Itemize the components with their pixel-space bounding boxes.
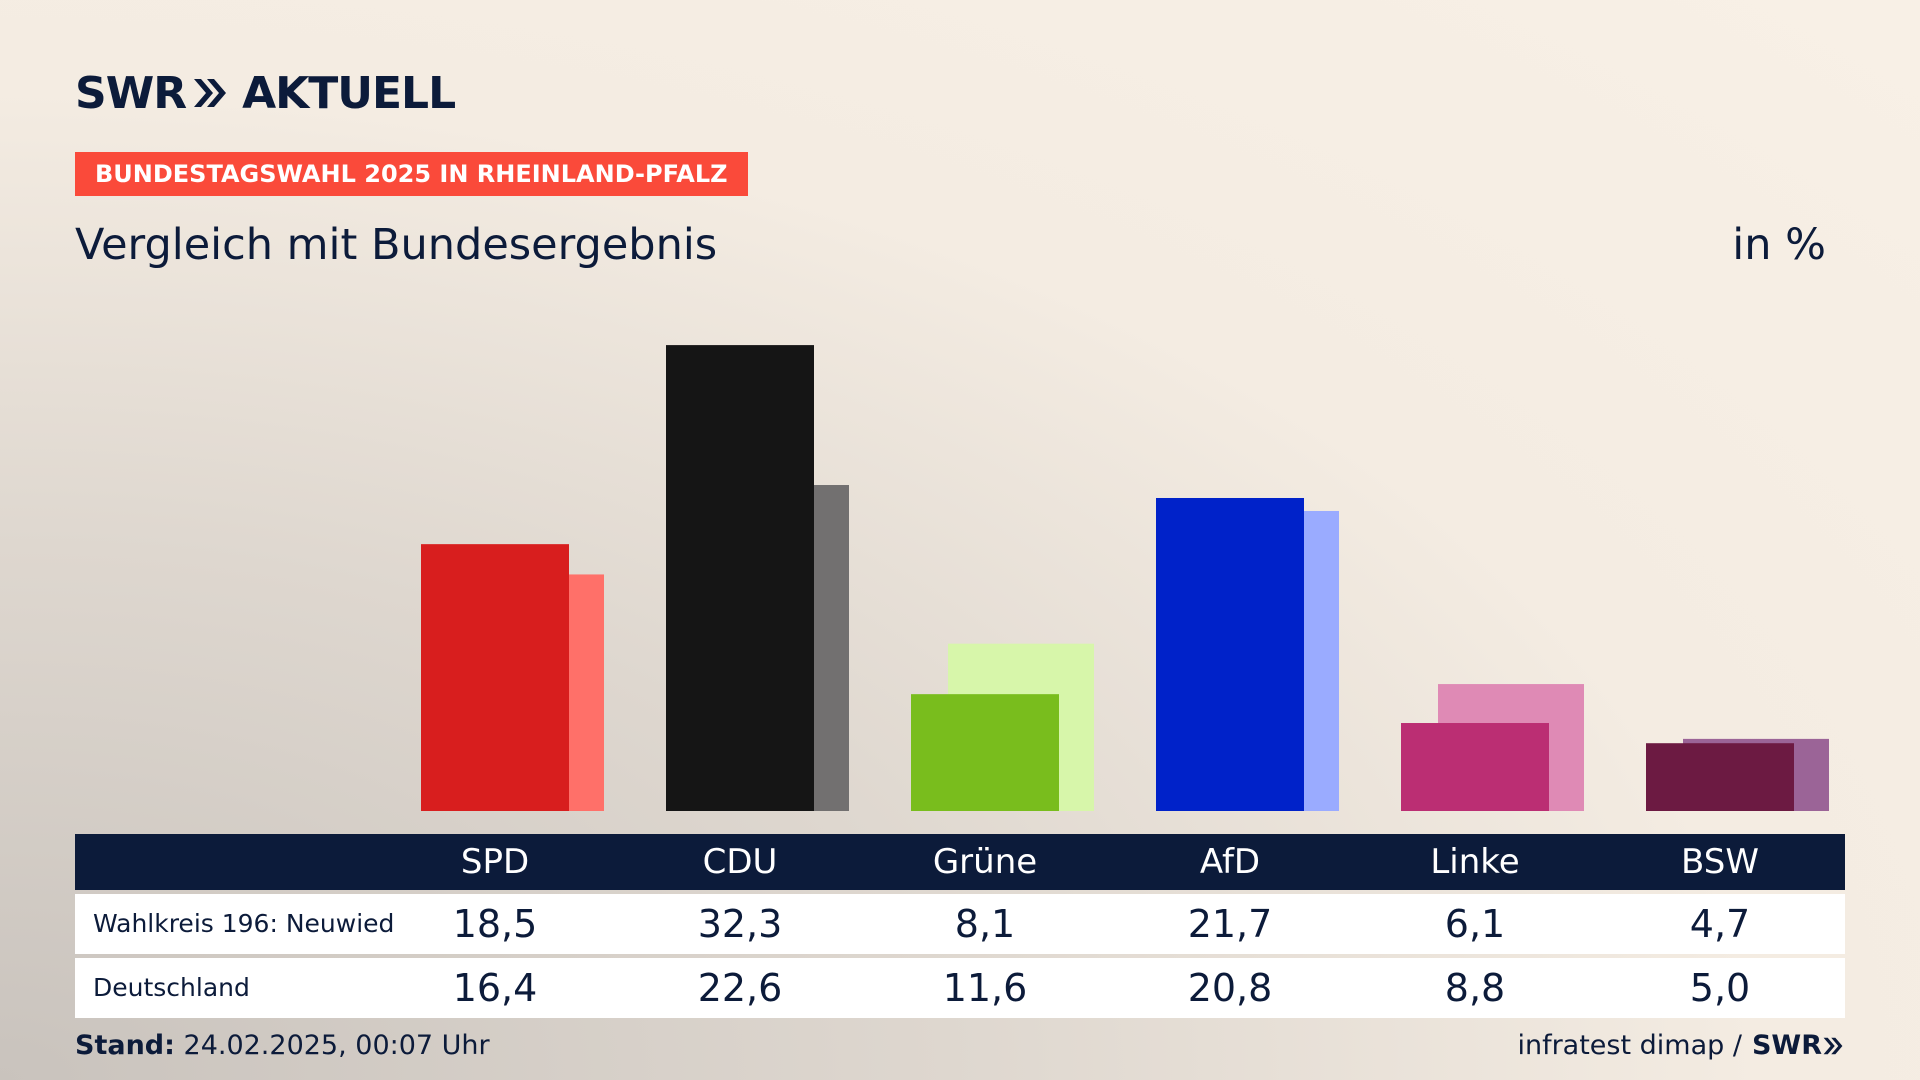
table-row-deutschland: Deutschland 16,4 22,6 11,6 20,8 8,8 5,0 [75,958,1845,1018]
bar-wahlkreis-gruene [911,694,1059,811]
swr-aktuell-logo: SWR AKTUELL [75,67,456,119]
election-tag: BUNDESTAGSWAHL 2025 IN RHEINLAND-PFALZ [75,152,748,196]
value-deutschland-spd: 16,4 [452,966,538,1010]
value-deutschland-bsw: 5,0 [1689,966,1751,1010]
bar-wahlkreis-cdu [666,345,814,811]
value-deutschland-gruene: 11,6 [942,966,1028,1010]
value-wahlkreis-linke: 6,1 [1444,902,1506,946]
double-chevron-small-icon [1823,1037,1843,1054]
bar-wahlkreis-afd [1156,497,1304,811]
logo-aktuell-text: AKTUELL [242,67,456,119]
chart-title: Vergleich mit Bundesergebnis [75,220,718,270]
row-label-deutschland: Deutschland [93,973,250,1002]
table-header: SPD CDU Grüne AfD Linke BSW [75,834,1845,890]
timestamp: Stand: 24.02.2025, 00:07 Uhr [75,1030,490,1061]
value-deutschland-linke: 8,8 [1444,966,1506,1010]
party-header-linke: Linke [1430,842,1520,882]
value-wahlkreis-afd: 21,7 [1187,902,1273,946]
bar-wahlkreis-spd [421,544,569,811]
stand-label: Stand: [75,1030,175,1061]
value-deutschland-cdu: 22,6 [697,966,783,1010]
value-wahlkreis-spd: 18,5 [452,902,538,946]
bar-chart [421,345,1829,811]
row-label-wahlkreis: Wahlkreis 196: Neuwied [93,909,395,938]
party-header-spd: SPD [460,842,530,882]
party-header-gruene: Grüne [932,842,1038,882]
bar-wahlkreis-linke [1401,723,1549,811]
value-wahlkreis-cdu: 32,3 [697,902,783,946]
source-text: infratest dimap / [1517,1030,1742,1061]
double-chevron-icon [194,79,227,107]
swr-small-logo: SWR [1752,1030,1844,1061]
unit-label: in % [1732,220,1826,270]
source-credit: infratest dimap / SWR [1517,1030,1844,1061]
party-header-afd: AfD [1199,842,1261,882]
value-wahlkreis-bsw: 4,7 [1689,902,1751,946]
logo-swr-text: SWR [75,67,187,119]
value-wahlkreis-gruene: 8,1 [954,902,1016,946]
party-header-cdu: CDU [702,842,778,882]
bar-wahlkreis-bsw [1646,743,1794,811]
value-deutschland-afd: 20,8 [1187,966,1273,1010]
party-header-bsw: BSW [1681,842,1759,882]
swr-small-text: SWR [1751,1030,1822,1061]
table-row-wahlkreis: Wahlkreis 196: Neuwied 18,5 32,3 8,1 21,7 6,… [75,894,1845,954]
stand-value: 24.02.2025, 00:07 Uhr [183,1030,490,1061]
results-table: SPD CDU Grüne AfD Linke BSW Wahlkreis 196: Ne… [75,834,1845,1018]
